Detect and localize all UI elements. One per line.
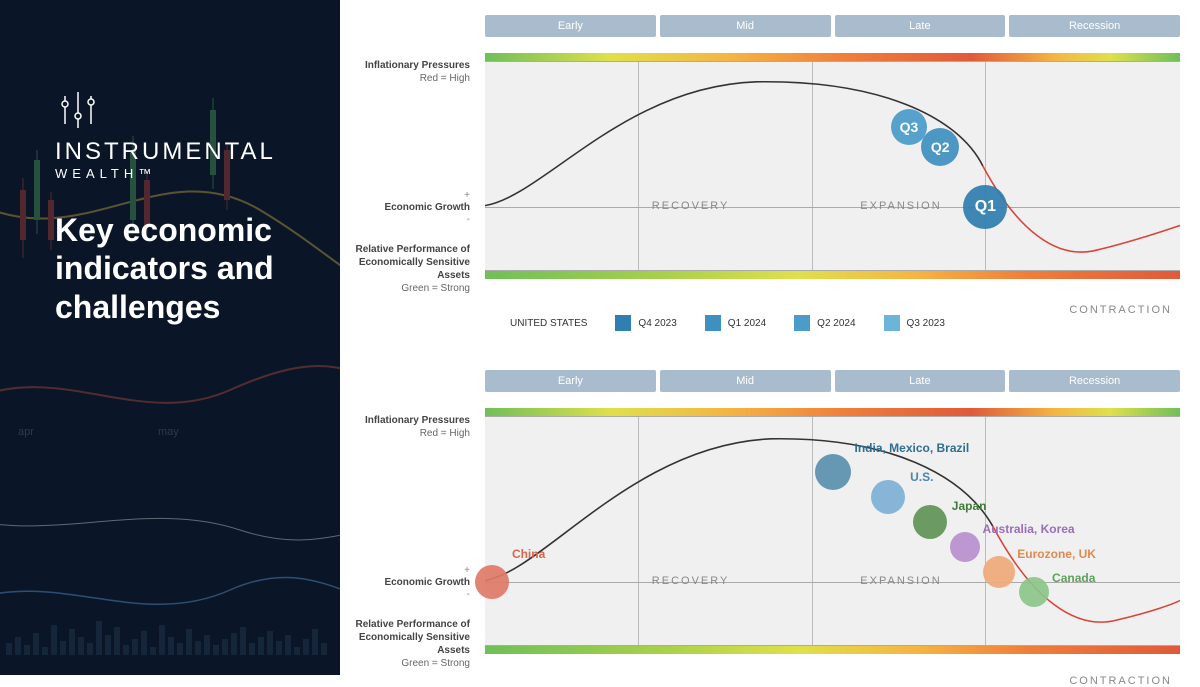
y-label-growth: +Economic Growth-	[384, 565, 470, 601]
gradient-bottom	[485, 271, 1180, 279]
phase-pill: Late	[835, 15, 1006, 37]
marker-label: Canada	[1052, 571, 1095, 585]
gradient-top	[485, 53, 1180, 61]
charts-panel: EarlyMidLateRecessionRECOVERYEXPANSIONCO…	[340, 0, 1200, 675]
legend-item: Q2 2024	[794, 315, 855, 331]
phase-row: EarlyMidLateRecession	[485, 370, 1180, 392]
gradient-top	[485, 408, 1180, 416]
cycle-marker	[913, 505, 947, 539]
chart-us-quarters: EarlyMidLateRecession RECOVERYEXPANSIONCO…	[340, 15, 1190, 345]
brand-sub: WEALTH™	[55, 166, 305, 181]
y-label-assets: Relative Performance ofEconomically Sens…	[340, 618, 470, 670]
brand-logo-icon	[55, 90, 101, 130]
cycle-marker	[983, 556, 1015, 588]
legend-label: Q1 2024	[728, 318, 766, 329]
cycle-marker: Q2	[921, 128, 959, 166]
left-panel: apr may INSTRUMENTAL WEALTH™ Key economic…	[0, 0, 340, 675]
marker-label: Australia, Korea	[983, 522, 1075, 536]
cycle-marker: Q1	[963, 185, 1007, 229]
brand-logo: INSTRUMENTAL WEALTH™	[0, 0, 340, 181]
legend-swatch	[794, 315, 810, 331]
legend-label: Q3 2023	[907, 318, 945, 329]
phase-pill: Recession	[1009, 370, 1180, 392]
legend: UNITED STATES Q4 2023 Q1 2024 Q2 2024 Q3 202…	[510, 315, 1180, 331]
marker-label: Japan	[952, 499, 987, 513]
cycle-curve	[485, 62, 1180, 270]
cycle-marker	[475, 565, 509, 599]
chart-countries: EarlyMidLateRecession RECOVERYEXPANSIONCO…	[340, 370, 1190, 670]
plot-area: RECOVERYEXPANSIONCONTRACTIONChinaIndia, …	[485, 416, 1180, 646]
legend-swatch	[705, 315, 721, 331]
plot-area: RECOVERYEXPANSIONCONTRACTIONQ3Q2Q1	[485, 61, 1180, 271]
y-label-inflation: Inflationary PressuresRed = High	[365, 414, 470, 440]
marker-label: India, Mexico, Brazil	[855, 441, 970, 455]
phase-pill: Early	[485, 370, 656, 392]
cycle-curve	[485, 417, 1180, 645]
marker-label: Eurozone, UK	[1017, 547, 1096, 561]
svg-text:may: may	[158, 426, 179, 438]
legend-label: Q4 2023	[638, 318, 676, 329]
cycle-marker	[950, 532, 980, 562]
cycle-marker	[1019, 577, 1049, 607]
y-label-assets: Relative Performance ofEconomically Sens…	[340, 243, 470, 295]
marker-label: U.S.	[910, 470, 933, 484]
marker-label: China	[512, 547, 545, 561]
y-label-inflation: Inflationary PressuresRed = High	[365, 59, 470, 85]
brand-name: INSTRUMENTAL	[55, 138, 305, 166]
legend-item: Q3 2023	[884, 315, 945, 331]
headline: Key economic indicators and challenges	[0, 181, 340, 326]
y-label-growth: +Economic Growth-	[384, 190, 470, 226]
legend-item: Q4 2023	[615, 315, 676, 331]
legend-swatch	[884, 315, 900, 331]
phase-pill: Mid	[660, 15, 831, 37]
legend-label: Q2 2024	[817, 318, 855, 329]
phase-pill: Mid	[660, 370, 831, 392]
phase-pill: Late	[835, 370, 1006, 392]
phase-pill: Recession	[1009, 15, 1180, 37]
svg-text:apr: apr	[18, 426, 34, 438]
legend-item: Q1 2024	[705, 315, 766, 331]
phase-row: EarlyMidLateRecession	[485, 15, 1180, 37]
legend-swatch	[615, 315, 631, 331]
phase-pill: Early	[485, 15, 656, 37]
legend-title: UNITED STATES	[510, 318, 587, 329]
cycle-marker	[815, 454, 851, 490]
cycle-marker	[871, 480, 905, 514]
gradient-bottom	[485, 646, 1180, 654]
zone-contraction: CONTRACTION	[1069, 675, 1172, 687]
